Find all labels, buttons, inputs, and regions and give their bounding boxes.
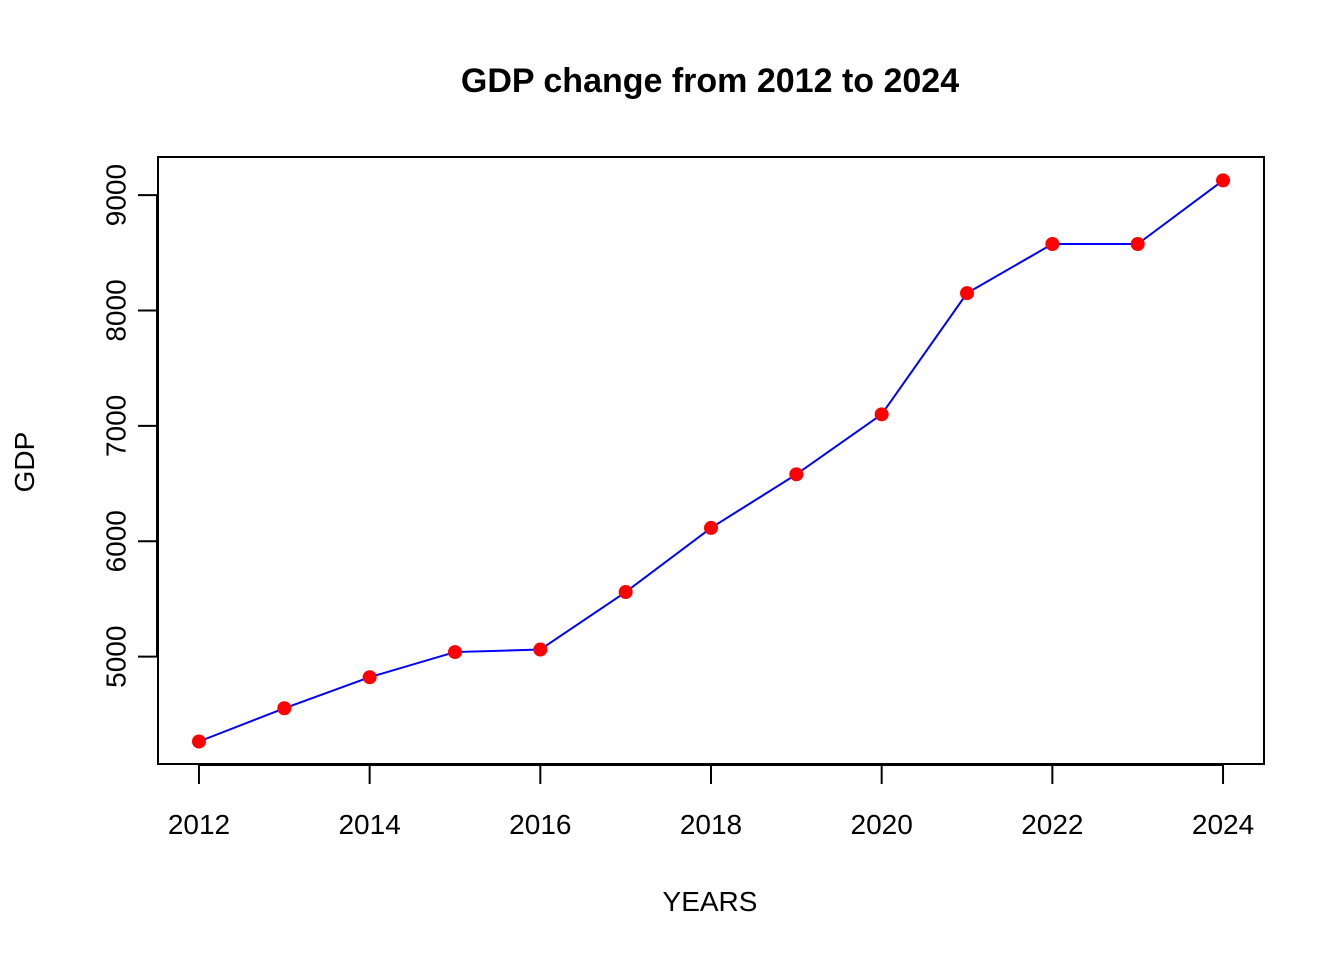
series-line [198, 179, 1224, 743]
y-tick-label: 8000 [101, 279, 132, 341]
y-axis: 5000 6000 7000 8000 9000 [101, 164, 158, 688]
y-axis-label: GDP [9, 432, 40, 493]
data-point [789, 467, 804, 482]
series-group [191, 173, 1231, 749]
data-point [874, 407, 889, 422]
data-point [362, 670, 377, 685]
y-tick-label: 5000 [101, 626, 132, 688]
data-point [277, 701, 292, 716]
data-point [704, 520, 718, 535]
data-point [1216, 173, 1231, 188]
x-tick-label: 2020 [851, 809, 913, 840]
data-point [533, 642, 548, 657]
x-axis-label: YEARS [663, 886, 758, 917]
x-axis: 2012 2014 2016 2018 2020 2022 2024 [168, 764, 1254, 840]
y-tick-label: 6000 [101, 510, 132, 572]
data-point [447, 645, 462, 660]
data-point [1130, 237, 1145, 252]
x-tick-label: 2022 [1021, 809, 1083, 840]
plot-frame [157, 156, 1265, 765]
chart-title: GDP change from 2012 to 2024 [461, 62, 959, 100]
x-tick-label: 2024 [1192, 809, 1254, 840]
x-tick-label: 2014 [338, 809, 400, 840]
x-tick-label: 2016 [509, 809, 571, 840]
data-point [618, 585, 633, 600]
data-point [960, 286, 975, 301]
y-tick-label: 9000 [101, 164, 132, 226]
data-point [191, 734, 206, 749]
x-tick-label: 2012 [168, 809, 230, 840]
y-tick-label: 7000 [101, 395, 132, 457]
x-tick-label: 2018 [680, 809, 742, 840]
data-point [1045, 237, 1060, 252]
